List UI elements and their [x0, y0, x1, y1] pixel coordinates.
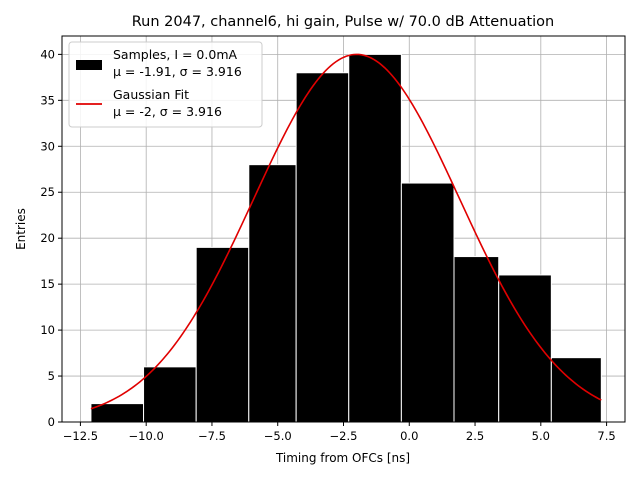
x-axis-label: Timing from OFCs [ns]	[275, 451, 410, 465]
x-tick-label: −2.5	[330, 429, 358, 443]
legend-stats-samples: μ = -1.91, σ = 3.916	[113, 64, 242, 79]
x-tick-label: 7.5	[597, 429, 615, 443]
histogram-bar	[498, 274, 552, 423]
legend-stats-fit: μ = -2, σ = 3.916	[113, 104, 222, 119]
histogram-bars	[90, 53, 602, 423]
y-tick-label: 30	[40, 139, 55, 153]
legend-box	[68, 41, 263, 128]
y-tick-label: 0	[48, 415, 55, 429]
histogram-bar	[348, 53, 402, 423]
legend-label-fit: Gaussian Fit	[113, 87, 189, 102]
y-tick-label: 5	[48, 369, 55, 383]
histogram-bar	[295, 72, 350, 423]
x-axis-ticks: −12.5 −10.0 −7.5 −5.0 −2.5 0.0 2.5 5.0 7.5	[63, 422, 616, 443]
histogram-bar	[453, 256, 500, 423]
histogram-bar	[143, 366, 197, 423]
x-tick-label: −12.5	[63, 429, 98, 443]
y-tick-label: 10	[40, 323, 55, 337]
x-tick-label: −5.0	[264, 429, 292, 443]
y-tick-label: 20	[40, 231, 55, 245]
x-tick-label: −10.0	[129, 429, 164, 443]
gaussian-fit-line	[90, 53, 602, 410]
legend: Samples, I = 0.0mA μ = -1.91, σ = 3.916 …	[68, 41, 263, 128]
histogram-bar	[400, 182, 455, 423]
x-tick-label: 5.0	[532, 429, 550, 443]
y-tick-label: 40	[40, 47, 55, 61]
x-tick-label: 0.0	[400, 429, 418, 443]
chart-title: Run 2047, channel6, hi gain, Pulse w/ 70…	[132, 14, 555, 30]
legend-swatch-samples	[76, 60, 102, 70]
y-axis-label: Entries	[14, 208, 28, 250]
histogram-bar	[195, 246, 250, 423]
x-tick-label: 2.5	[466, 429, 484, 443]
y-axis-ticks: 0 5 10 15 20 25 30 35 40	[40, 47, 62, 429]
y-tick-label: 15	[40, 277, 55, 291]
x-tick-label: −7.5	[198, 429, 226, 443]
y-tick-label: 35	[40, 93, 55, 107]
y-tick-label: 25	[40, 185, 55, 199]
legend-label-samples: Samples, I = 0.0mA	[113, 47, 237, 62]
histogram-bar	[248, 164, 297, 423]
